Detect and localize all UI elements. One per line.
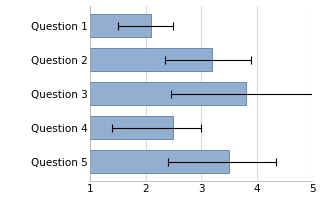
Bar: [90, 14, 151, 37]
Bar: [90, 150, 229, 173]
Bar: [90, 48, 212, 71]
Bar: [90, 116, 174, 139]
Bar: [90, 82, 246, 105]
